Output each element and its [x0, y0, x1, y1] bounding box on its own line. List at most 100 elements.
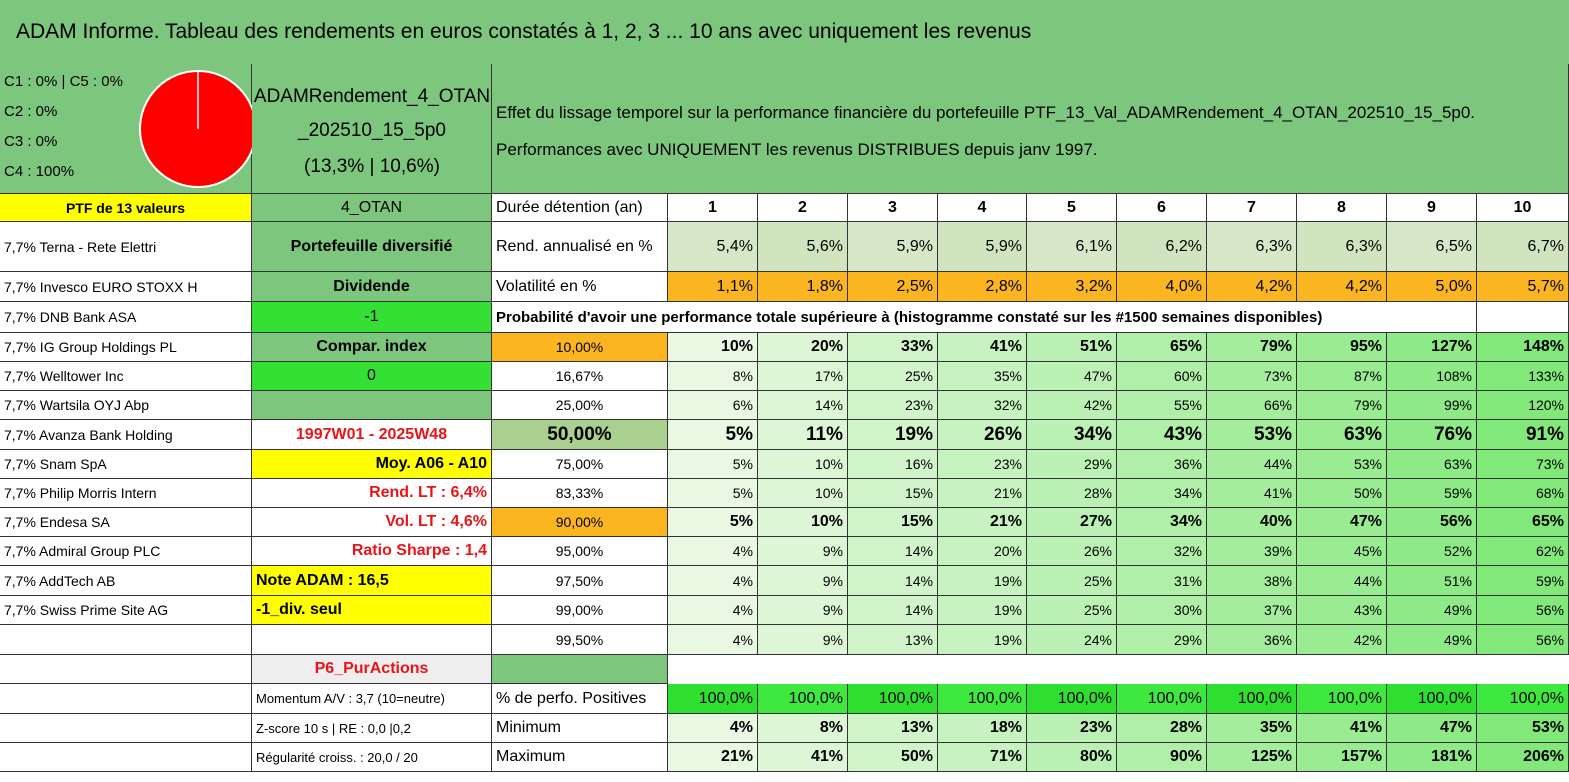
probability-value: 59%: [1477, 566, 1569, 596]
probability-value: 43%: [1297, 596, 1387, 625]
probability-value: 39%: [1207, 537, 1297, 566]
probability-title: Probabilité d'avoir une performance tota…: [492, 302, 1477, 333]
value: 4,2%: [1297, 272, 1387, 302]
year: 6: [1117, 194, 1207, 222]
row-label: Rend. annualisé en %: [492, 222, 668, 272]
probability-value: 56%: [1387, 508, 1477, 537]
probability-value: 34%: [1117, 508, 1207, 537]
empty-cell: [252, 391, 492, 420]
value: 28%: [1117, 714, 1207, 743]
probability-value: 29%: [1027, 450, 1117, 479]
value: 5,9%: [848, 222, 938, 272]
value: 4,2%: [1207, 272, 1297, 302]
probability-value: 56%: [1477, 596, 1569, 625]
probability-value: 4%: [668, 566, 758, 596]
value: 100,0%: [668, 684, 758, 714]
probability-value: 8%: [668, 362, 758, 391]
probability-value: 62%: [1477, 537, 1569, 566]
side-cell: 1997W01 - 2025W48: [252, 420, 492, 450]
probability-value: 15%: [848, 508, 938, 537]
probability-value: 10%: [758, 450, 848, 479]
value: 13%: [848, 714, 938, 743]
probability-value: 65%: [1477, 508, 1569, 537]
side-cell: Ratio Sharpe : 1,4: [252, 537, 492, 566]
probability-value: 13%: [848, 625, 938, 655]
probability-value: 41%: [1207, 479, 1297, 508]
holding: 7,7% Admiral Group PLC: [0, 537, 252, 566]
holding: 7,7% Snam SpA: [0, 450, 252, 479]
probability-level: 75,00%: [492, 450, 668, 479]
probability-value: 38%: [1207, 566, 1297, 596]
probability-value: 79%: [1297, 391, 1387, 420]
value: 47%: [1387, 714, 1477, 743]
value: 5,6%: [758, 222, 848, 272]
value: 206%: [1477, 743, 1569, 772]
probability-value: 73%: [1477, 450, 1569, 479]
probability-value: 50%: [1297, 479, 1387, 508]
value: 100,0%: [1387, 684, 1477, 714]
probability-level: 16,67%: [492, 362, 668, 391]
side-cell: Note ADAM : 16,5: [252, 566, 492, 596]
year: 9: [1387, 194, 1477, 222]
value: 53%: [1477, 714, 1569, 743]
probability-value: 53%: [1297, 450, 1387, 479]
probability-value: 23%: [938, 450, 1027, 479]
probability-value: 24%: [1027, 625, 1117, 655]
value: 50%: [848, 743, 938, 772]
row-label: Volatilité en %: [492, 272, 668, 302]
holding: 7,7% IG Group Holdings PL: [0, 333, 252, 362]
probability-value: 36%: [1207, 625, 1297, 655]
probability-value: 133%: [1477, 362, 1569, 391]
value: 125%: [1207, 743, 1297, 772]
probability-value: 11%: [758, 420, 848, 450]
probability-value: 5%: [668, 479, 758, 508]
value: 100,0%: [1477, 684, 1569, 714]
row-label: Maximum: [492, 743, 668, 772]
row-label: Minimum: [492, 714, 668, 743]
probability-value: 25%: [1027, 566, 1117, 596]
value: 3,2%: [1027, 272, 1117, 302]
empty-cell: [0, 625, 252, 655]
probability-value: 34%: [1027, 420, 1117, 450]
probability-value: 14%: [848, 566, 938, 596]
value: 4%: [668, 714, 758, 743]
probability-value: 41%: [938, 333, 1027, 362]
probability-value: 27%: [1027, 508, 1117, 537]
portfolio-perf: (13,3% | 10,6%): [304, 156, 440, 177]
probability-level: 99,50%: [492, 625, 668, 655]
side-cell: P6_PurActions: [252, 655, 492, 684]
probability-value: 9%: [758, 625, 848, 655]
value: 100,0%: [1027, 684, 1117, 714]
side-cell: Dividende: [252, 272, 492, 302]
probability-value: 19%: [848, 420, 938, 450]
side-cell: Compar. index: [252, 333, 492, 362]
probability-value: 26%: [938, 420, 1027, 450]
holding: 7,7% AddTech AB: [0, 566, 252, 596]
value: 5,4%: [668, 222, 758, 272]
probability-level: 90,00%: [492, 508, 668, 537]
probability-value: 47%: [1297, 508, 1387, 537]
probability-value: 32%: [938, 391, 1027, 420]
empty-cell: [0, 743, 252, 772]
probability-value: 53%: [1207, 420, 1297, 450]
year: 4: [938, 194, 1027, 222]
probability-value: 31%: [1117, 566, 1207, 596]
value: 100,0%: [1297, 684, 1387, 714]
holdings-header: PTF de 13 valeurs: [0, 194, 252, 222]
value: 2,8%: [938, 272, 1027, 302]
description-box: [492, 64, 1569, 194]
allocation-label: C4 : 100%: [4, 162, 75, 180]
value: 100,0%: [848, 684, 938, 714]
probability-level: 25,00%: [492, 391, 668, 420]
empty-cell: [492, 655, 668, 684]
probability-value: 5%: [668, 450, 758, 479]
value: 8%: [758, 714, 848, 743]
holding: 7,7% Terna - Rete Elettri: [0, 222, 252, 272]
probability-value: 36%: [1117, 450, 1207, 479]
probability-value: 25%: [1027, 596, 1117, 625]
holding: 7,7% DNB Bank ASA: [0, 302, 252, 333]
probability-value: 33%: [848, 333, 938, 362]
value: 2,5%: [848, 272, 938, 302]
probability-value: 28%: [1027, 479, 1117, 508]
value: 157%: [1297, 743, 1387, 772]
